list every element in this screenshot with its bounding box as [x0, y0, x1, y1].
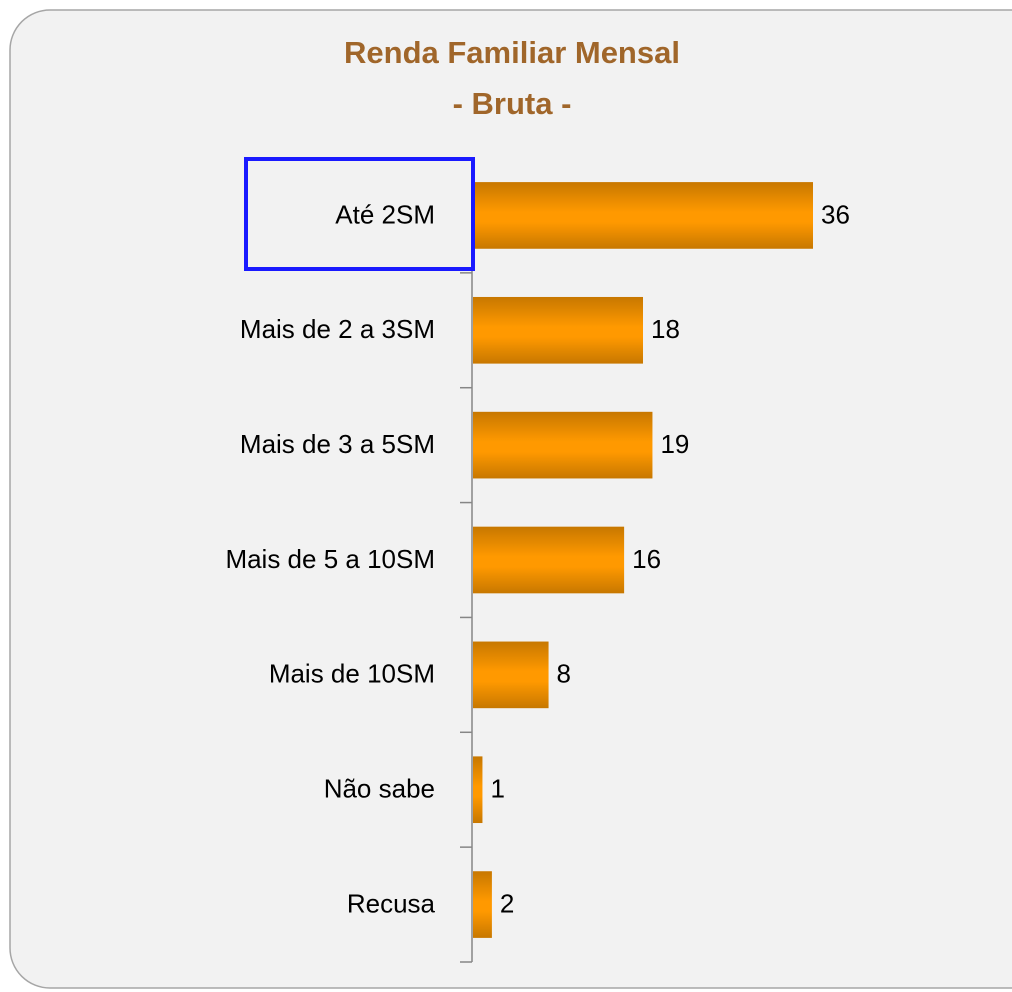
value-label: 16 — [632, 544, 661, 574]
bar-shade — [473, 871, 492, 938]
bar-shade — [473, 296, 643, 364]
category-label: Mais de 5 a 10SM — [225, 544, 435, 574]
chart-subtitle: - Bruta - — [453, 86, 572, 121]
chart-title: Renda Familiar Mensal — [344, 35, 680, 70]
chart-panel — [9, 9, 1012, 989]
bar-shade — [473, 182, 813, 249]
category-label: Recusa — [347, 888, 436, 918]
category-label: Mais de 3 a 5SM — [240, 429, 435, 459]
bar-shade — [473, 526, 625, 594]
value-label: 36 — [821, 199, 850, 229]
category-label: Mais de 2 a 3SM — [240, 314, 435, 344]
bar-shade — [473, 756, 483, 824]
category-label: Até 2SM — [335, 199, 435, 229]
bar-shade — [473, 411, 653, 479]
value-label: 18 — [651, 314, 680, 344]
category-label: Não sabe — [324, 774, 435, 804]
bar-shade — [473, 641, 549, 709]
value-label: 19 — [660, 429, 689, 459]
value-label: 2 — [500, 888, 514, 918]
highlight-box — [244, 157, 475, 271]
value-label: 8 — [557, 659, 571, 689]
category-label: Mais de 10SM — [269, 659, 435, 689]
value-label: 1 — [490, 774, 504, 804]
